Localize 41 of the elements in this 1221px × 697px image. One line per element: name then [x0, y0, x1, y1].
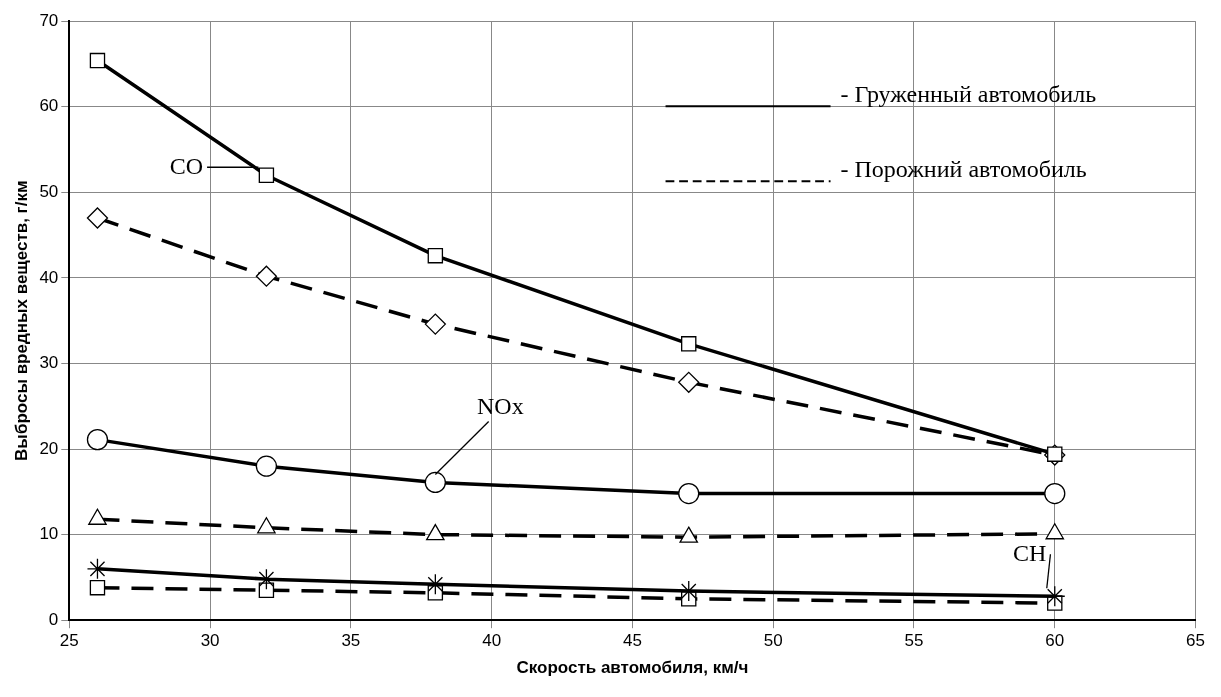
point — [681, 336, 697, 352]
annotation: CH — [1013, 539, 1047, 566]
point — [427, 247, 444, 264]
x-tick-label: 65 — [1186, 631, 1206, 651]
x-axis-title: Скорость автомобиля, км/ч — [516, 658, 749, 678]
point — [678, 482, 700, 505]
x-tick-label: 60 — [1045, 631, 1065, 651]
point — [86, 207, 109, 229]
point — [89, 579, 106, 596]
x-tick-label: 45 — [622, 631, 642, 651]
point — [424, 471, 446, 494]
point — [258, 167, 275, 183]
annotation: - Порожний автомобиль — [840, 156, 1087, 183]
y-tick-label: 70 — [39, 10, 59, 30]
point — [678, 371, 700, 393]
point — [1044, 482, 1066, 505]
x-tick-label: 55 — [904, 631, 924, 651]
point — [1044, 585, 1066, 607]
x-tick-label: 35 — [341, 631, 361, 651]
y-tick-label: 40 — [39, 267, 59, 287]
point — [255, 265, 278, 287]
y-tick-label: 20 — [39, 438, 59, 458]
x-tick-label: 50 — [763, 631, 783, 651]
point — [89, 52, 106, 69]
y-tick-label: 60 — [39, 96, 59, 116]
point — [424, 313, 446, 335]
x-tick-label: 30 — [200, 631, 220, 651]
y-tick-label: 10 — [39, 524, 59, 544]
point — [86, 428, 109, 451]
point — [424, 573, 446, 595]
annotation: NOx — [477, 392, 524, 419]
x-tick-label: 25 — [59, 631, 79, 651]
y-axis-title: Выбросы вредных веществ, г/км — [11, 180, 31, 461]
point — [255, 455, 278, 477]
x-tick-label: 40 — [482, 631, 502, 651]
point — [678, 580, 700, 602]
annotation: CO — [169, 152, 204, 179]
y-tick-label: 0 — [48, 609, 59, 629]
y-tick-label: 50 — [39, 182, 59, 202]
annotation: - Груженный автомобиль — [840, 81, 1097, 108]
y-tick-label: 30 — [39, 353, 59, 373]
